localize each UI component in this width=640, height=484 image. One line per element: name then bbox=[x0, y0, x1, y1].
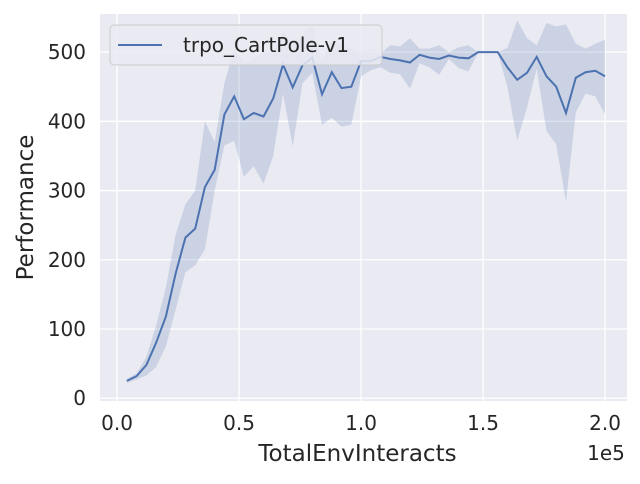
x-tick-label: 0.0 bbox=[101, 411, 133, 435]
legend: trpo_CartPole-v1 bbox=[109, 24, 383, 66]
x-tick-label: 1.0 bbox=[345, 411, 377, 435]
x-axis-offset-label: 1e5 bbox=[587, 441, 625, 465]
y-tick-labels: 0 100 200 300 400 500 bbox=[48, 40, 86, 410]
legend-label: trpo_CartPole-v1 bbox=[183, 33, 349, 57]
y-tick-label: 200 bbox=[48, 248, 86, 272]
y-tick-label: 100 bbox=[48, 317, 86, 341]
x-tick-label: 1.5 bbox=[467, 411, 499, 435]
x-axis-label: TotalEnvInteracts bbox=[257, 441, 456, 467]
y-tick-label: 300 bbox=[48, 179, 86, 203]
y-axis-label: Performance bbox=[13, 135, 39, 281]
confidence-band bbox=[126, 20, 606, 383]
legend-box bbox=[109, 24, 383, 66]
x-tick-label: 0.5 bbox=[223, 411, 255, 435]
x-tick-labels: 0.0 0.5 1.0 1.5 2.0 bbox=[101, 411, 621, 435]
plot-area bbox=[100, 14, 627, 401]
y-tick-label: 400 bbox=[48, 109, 86, 133]
y-tick-label: 500 bbox=[48, 40, 86, 64]
y-tick-label: 0 bbox=[73, 386, 86, 410]
x-tick-label: 2.0 bbox=[589, 411, 621, 435]
